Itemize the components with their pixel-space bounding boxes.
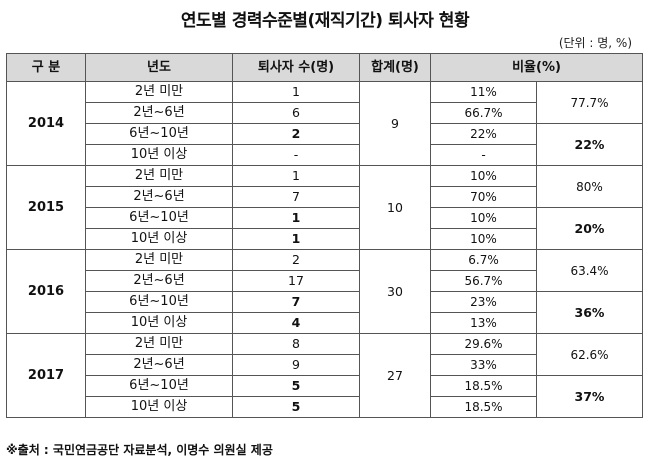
count-cell: 6 — [232, 102, 360, 124]
count-cell: 1 — [232, 228, 360, 250]
group-ratio-high: 36% — [536, 291, 643, 334]
ratio-cell: 11% — [430, 81, 537, 103]
count-cell: 5 — [232, 375, 360, 397]
ratio-cell: 23% — [430, 291, 537, 313]
year-cell: 2017 — [6, 333, 86, 418]
table-row: 6년~10년 1 10% 20% — [7, 207, 643, 250]
table-row: 2016 2년 미만 2 30 6.7% 63.4% — [6, 249, 643, 334]
tenure-cell: 10년 이상 — [85, 312, 233, 334]
ratio-cell: 33% — [430, 354, 537, 376]
header-group: 구 분 — [6, 53, 86, 82]
header-ratio: 비율(%) — [430, 53, 643, 82]
tenure-cell: 6년~10년 — [85, 375, 233, 397]
ratio-cell: 70% — [430, 186, 537, 208]
tenure-cell: 6년~10년 — [85, 207, 233, 229]
ratio-cell: 18.5% — [430, 396, 537, 418]
count-cell: 7 — [232, 291, 360, 313]
table-row: 6년~10년 2 22% 22% — [7, 123, 643, 166]
ratio-cell: 66.7% — [430, 102, 537, 124]
count-cell: 1 — [232, 165, 360, 187]
tenure-cell: 2년~6년 — [85, 270, 233, 292]
ratio-cell: 6.7% — [430, 249, 537, 271]
tenure-cell: 10년 이상 — [85, 396, 233, 418]
tenure-cell: 6년~10년 — [85, 123, 233, 145]
page-title: 연도별 경력수준별(재직기간) 퇴사자 현황 — [180, 11, 470, 31]
group-ratio-high: 37% — [536, 375, 643, 418]
ratio-cell: 10% — [430, 207, 537, 229]
table-header-row: 구 분 년도 퇴사자 수(명) 합계(명) 비율(%) — [6, 53, 643, 82]
group-ratio-low: 63.4% — [536, 249, 643, 292]
count-cell: 2 — [232, 123, 360, 145]
table-row: 2015 2년 미만 1 10 10% 80% — [6, 165, 643, 250]
ratio-cell: 56.7% — [430, 270, 537, 292]
count-cell: 2 — [232, 249, 360, 271]
tenure-cell: 2년 미만 — [85, 249, 233, 271]
table-row: 2년~6년 6 66.7% — [7, 102, 643, 124]
tenure-cell: 6년~10년 — [85, 291, 233, 313]
header-tenure: 년도 — [85, 53, 233, 82]
year-cell: 2016 — [6, 249, 86, 334]
total-cell: 27 — [359, 333, 431, 418]
tenure-cell: 2년 미만 — [85, 333, 233, 355]
table-row: 6년~10년 5 18.5% 37% — [7, 375, 643, 418]
table-row: 10년 이상 5 18.5% — [7, 396, 643, 418]
ratio-cell: 29.6% — [430, 333, 537, 355]
group-ratio-high: 22% — [536, 123, 643, 166]
count-cell: 4 — [232, 312, 360, 334]
count-cell: - — [232, 144, 360, 166]
resignation-table: 구 분 년도 퇴사자 수(명) 합계(명) 비율(%) 2014 2년 미만 1… — [6, 53, 643, 418]
ratio-cell: 22% — [430, 123, 537, 145]
count-cell: 1 — [232, 207, 360, 229]
ratio-cell: 13% — [430, 312, 537, 334]
count-cell: 5 — [232, 396, 360, 418]
group-ratio-low: 80% — [536, 165, 643, 208]
year-cell: 2015 — [6, 165, 86, 250]
header-total: 합계(명) — [359, 53, 431, 82]
table-body: 2014 2년 미만 1 9 11% 77.7% 2년~6년 6 66.7% 6… — [6, 81, 643, 418]
count-cell: 8 — [232, 333, 360, 355]
table-row: 6년~10년 7 23% 36% — [7, 291, 643, 334]
tenure-cell: 2년~6년 — [85, 186, 233, 208]
table-row: 2014 2년 미만 1 9 11% 77.7% — [6, 81, 643, 166]
tenure-cell: 10년 이상 — [85, 228, 233, 250]
total-cell: 10 — [359, 165, 431, 250]
year-cell: 2014 — [6, 81, 86, 166]
count-cell: 9 — [232, 354, 360, 376]
total-cell: 9 — [359, 81, 431, 166]
tenure-cell: 2년 미만 — [85, 81, 233, 103]
ratio-cell: 18.5% — [430, 375, 537, 397]
table-row: 2년~6년 7 70% — [7, 186, 643, 208]
unit-note: (단위 : 명, %) — [558, 36, 632, 50]
table-row: 2017 2년 미만 8 27 29.6% 62.6% — [6, 333, 643, 418]
source-note: ※출처 : 국민연금공단 자료분석, 이명수 의원실 제공 — [6, 443, 273, 457]
tenure-cell: 2년 미만 — [85, 165, 233, 187]
ratio-cell: - — [430, 144, 537, 166]
tenure-cell: 2년~6년 — [85, 102, 233, 124]
tenure-cell: 2년~6년 — [85, 354, 233, 376]
group-ratio-low: 77.7% — [536, 81, 643, 124]
group-ratio-high: 20% — [536, 207, 643, 250]
header-count: 퇴사자 수(명) — [232, 53, 360, 82]
count-cell: 7 — [232, 186, 360, 208]
ratio-cell: 10% — [430, 228, 537, 250]
group-ratio-low: 62.6% — [536, 333, 643, 376]
total-cell: 30 — [359, 249, 431, 334]
table-row: 10년 이상 1 10% — [7, 228, 643, 250]
count-cell: 17 — [232, 270, 360, 292]
count-cell: 1 — [232, 81, 360, 103]
tenure-cell: 10년 이상 — [85, 144, 233, 166]
ratio-cell: 10% — [430, 165, 537, 187]
table-row: 2년~6년 17 56.7% — [7, 270, 643, 292]
